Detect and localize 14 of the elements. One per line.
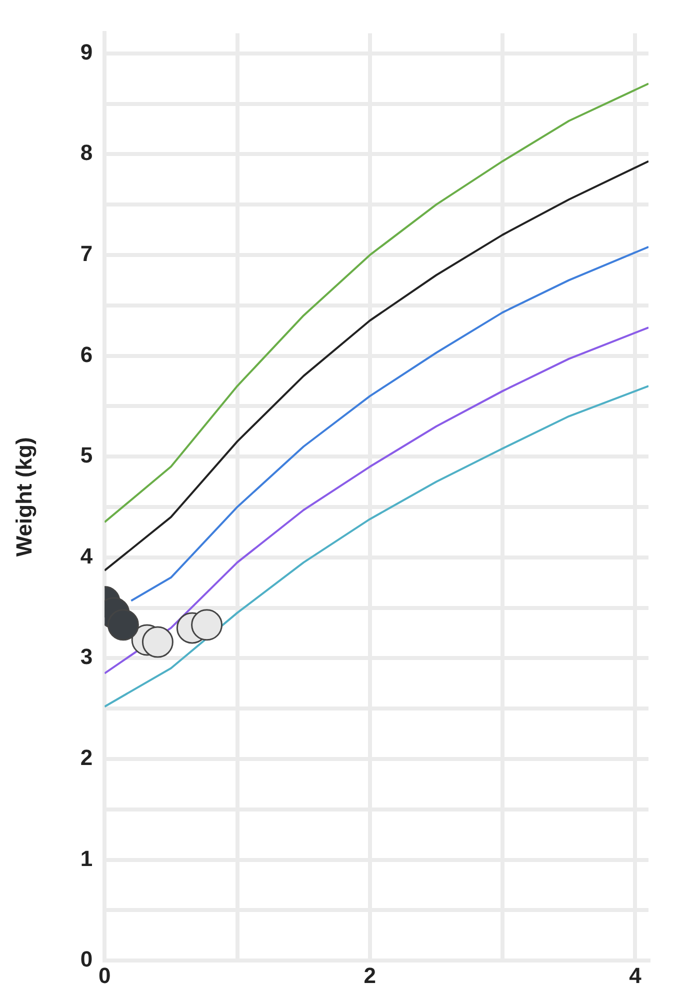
y-tick-label: 4 [80,543,94,568]
y-tick-label: 5 [80,442,93,468]
x-tick-label: 2 [364,962,376,988]
y-tick-label: 3 [80,644,93,670]
y-tick-label: 8 [80,140,93,166]
x-tick-label: 4 [629,962,642,988]
y-tick-label: 0 [80,946,93,972]
y-tick-label: 7 [80,241,93,266]
y-tick-label: 2 [80,745,93,770]
x-tick-label: 0 [98,962,111,988]
y-tick-label: 6 [80,342,93,367]
y-axis-title: Weight (kg) [11,437,36,557]
y-tick-label: 1 [80,846,93,871]
y-tick-label: 9 [80,39,93,64]
